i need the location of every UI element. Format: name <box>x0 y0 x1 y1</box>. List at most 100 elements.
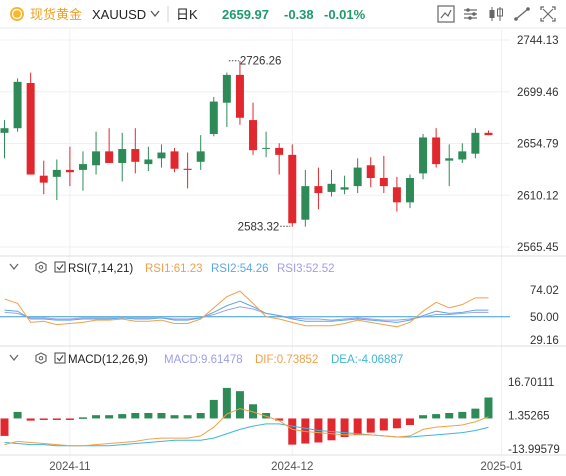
candle <box>288 144 297 227</box>
candle-body <box>131 149 140 162</box>
macd-bar <box>327 418 336 441</box>
fullscreen-icon[interactable] <box>540 6 556 22</box>
candle-body <box>484 132 493 136</box>
macd-bar <box>484 397 493 419</box>
low-annotation: 2583.32 <box>238 221 280 233</box>
macd-bar <box>262 412 271 419</box>
macd-bar <box>379 418 388 431</box>
candle <box>340 175 349 195</box>
candle <box>419 133 428 180</box>
time-tick-label: 2024-12 <box>271 461 313 473</box>
time-tick-label: 2025-01 <box>480 461 522 473</box>
period-selector[interactable]: 日K <box>176 7 198 22</box>
dea-value: DEA:-4.06887 <box>331 354 403 366</box>
candle <box>13 78 22 132</box>
candle-body <box>39 175 48 183</box>
candle-body <box>235 74 244 118</box>
candle-body <box>353 167 362 187</box>
rsi1-value: RSI1:61.23 <box>145 263 203 275</box>
candle-body <box>445 158 454 161</box>
macd-bar <box>288 418 297 445</box>
macd-bar <box>419 415 428 419</box>
candlestick-series <box>0 61 493 227</box>
candle <box>432 128 441 168</box>
candle <box>105 128 114 163</box>
candle-body <box>327 183 336 192</box>
candle-body <box>262 147 271 149</box>
rsi-settings-icon[interactable] <box>35 261 47 274</box>
candle <box>353 158 362 194</box>
macd-value: MACD:9.61478 <box>164 354 243 366</box>
macd-bar <box>118 414 127 419</box>
candle <box>262 131 271 158</box>
rsi-header: RSI(7,14,21) RSI1:61.23 RSI2:54.26 RSI3:… <box>9 261 335 275</box>
candle-body <box>471 132 480 154</box>
macd-bar <box>340 418 349 438</box>
indicator-icon[interactable] <box>464 8 477 20</box>
candle <box>379 156 388 194</box>
draw-tool-icon[interactable] <box>514 7 530 21</box>
rsi-series <box>0 290 510 328</box>
candle-body <box>52 169 61 177</box>
macd-bar <box>458 411 467 419</box>
price-change: -0.38 <box>284 7 314 22</box>
rsi-tick-label: 74.02 <box>530 285 559 297</box>
macd-bar <box>235 391 244 419</box>
candle <box>52 159 61 201</box>
collapse-rsi-icon[interactable] <box>9 263 19 271</box>
macd-bar <box>353 418 362 435</box>
rsi-tick-label: 29.16 <box>530 335 559 347</box>
candle-body <box>78 164 87 170</box>
candle-body <box>432 137 441 165</box>
rsi-axis: 74.02 50.00 29.16 <box>530 285 559 347</box>
candle <box>301 169 310 227</box>
candle-body <box>392 187 401 203</box>
candle-body <box>366 165 375 179</box>
macd-bar <box>249 404 258 419</box>
candle <box>249 102 258 155</box>
rsi3-line <box>4 306 489 321</box>
candle <box>471 128 480 159</box>
chart-settings-icon[interactable] <box>437 5 455 23</box>
price-annotations: 2726.26 2583.32 <box>228 56 291 233</box>
candle <box>39 160 48 195</box>
candle-body <box>209 101 218 134</box>
candle <box>314 167 323 210</box>
macd-bar <box>65 418 74 420</box>
dea-line <box>4 423 489 447</box>
rsi2-value: RSI2:54.26 <box>211 263 269 275</box>
macd-toggle-checkbox[interactable] <box>54 352 66 364</box>
candle-body <box>65 169 74 173</box>
high-annotation: 2726.26 <box>240 56 282 68</box>
macd-settings-icon[interactable] <box>35 352 47 365</box>
macd-bar <box>405 418 414 426</box>
rsi-toggle-checkbox[interactable] <box>54 261 66 273</box>
macd-bar <box>157 412 166 419</box>
candle <box>327 169 336 197</box>
candle-body <box>275 147 284 155</box>
macd-header: MACD(12,26,9) MACD:9.61478 DIF:0.73852 D… <box>9 352 403 366</box>
candle-body <box>157 152 166 159</box>
rsi3-value: RSI3:52.52 <box>277 263 335 275</box>
symbol-selector[interactable]: 现货黄金 XAUUSD <box>10 7 160 22</box>
candle <box>405 174 414 209</box>
candle-body <box>196 151 205 162</box>
collapse-macd-icon[interactable] <box>9 354 19 362</box>
price-change-pct: -0.01% <box>324 7 366 22</box>
candle <box>235 61 244 125</box>
candle <box>392 176 401 212</box>
macd-bar <box>105 415 114 419</box>
candle <box>26 72 35 175</box>
time-axis: 2024-11 2024-12 2025-01 <box>49 461 522 473</box>
dif-value: DIF:0.73852 <box>255 354 318 366</box>
candle-body <box>26 83 35 175</box>
candle <box>144 146 153 172</box>
macd-bar <box>392 418 401 429</box>
candle-body <box>340 187 349 190</box>
candle <box>157 144 166 168</box>
candle-body <box>222 74 231 103</box>
rsi2-line <box>4 300 489 323</box>
candle-body <box>183 168 192 170</box>
candle-style-icon[interactable] <box>489 7 503 21</box>
